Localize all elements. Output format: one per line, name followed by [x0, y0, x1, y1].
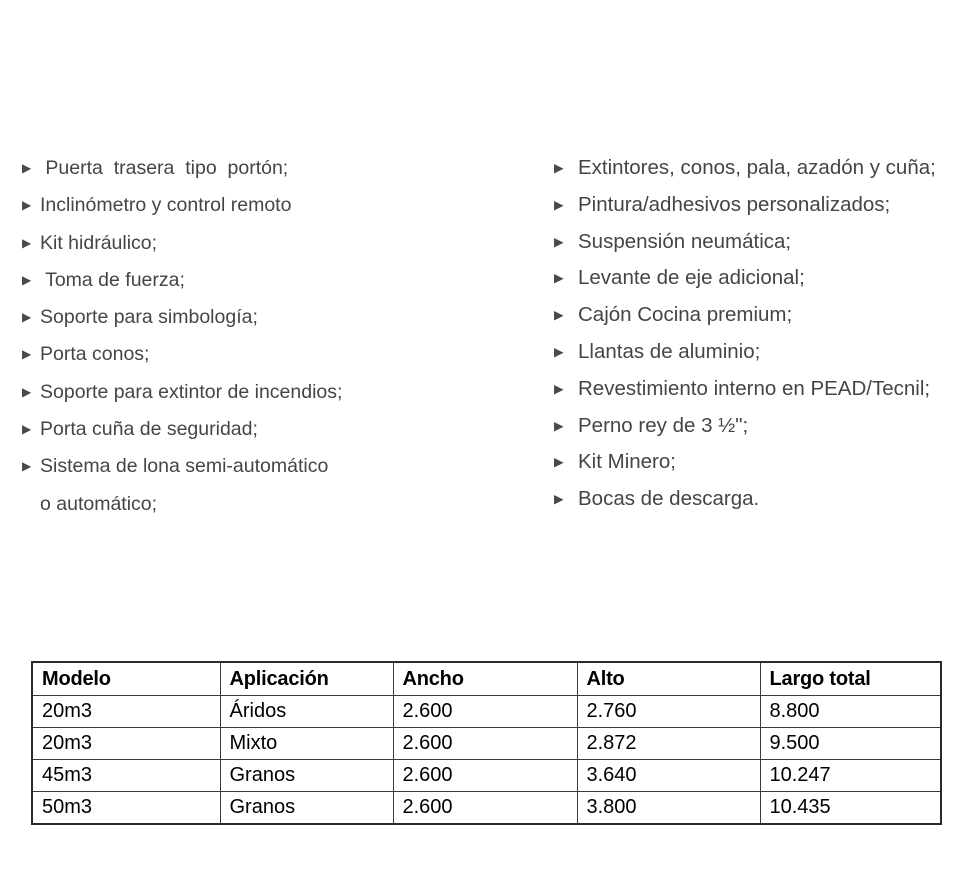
list-item: ▶ Sistema de lona semi-automático o automá… — [18, 448, 518, 523]
list-item-label: Porta conos; — [40, 343, 150, 366]
triangle-bullet-icon: ▶ — [554, 234, 564, 249]
triangle-bullet-icon: ▶ — [22, 459, 32, 474]
spec-table-container: Modelo Aplicación Ancho Alto Largo total 20m… — [31, 661, 942, 825]
spec-table-cell: 2.872 — [576, 727, 761, 760]
list-item: ▶ Soporte para extintor de incendios; — [18, 374, 518, 411]
list-item-label: Kit Minero; — [578, 450, 676, 474]
triangle-bullet-icon: ▶ — [22, 422, 32, 437]
triangle-bullet-icon: ▶ — [22, 161, 32, 175]
list-item-label: Levante de eje adicional; — [578, 266, 805, 290]
list-item: ▶ Extintores, conos, pala, azadón y cuña; — [548, 150, 971, 187]
triangle-bullet-icon: ▶ — [554, 344, 564, 359]
list-item-label: Perno rey de 3 ½"; — [578, 413, 749, 437]
spec-table-cell: 2.600 — [392, 791, 578, 825]
triangle-bullet-icon: ▶ — [554, 197, 564, 212]
spec-table-cell: 2.600 — [392, 759, 578, 792]
triangle-bullet-icon: ▶ — [554, 271, 564, 286]
triangle-bullet-icon: ▶ — [554, 161, 564, 175]
spec-table-cell: Granos — [219, 759, 394, 792]
triangle-bullet-icon: ▶ — [554, 492, 564, 507]
table-row: 50m3 Granos 2.600 3.800 10.435 — [31, 791, 942, 825]
spec-table-cell: 20m3 — [31, 695, 221, 728]
spec-table-cell: 45m3 — [31, 759, 221, 792]
spec-table-cell: 3.800 — [576, 791, 761, 825]
list-item-label: Extintores, conos, pala, azadón y cuña; — [578, 156, 936, 179]
list-item-label: Puerta trasera tipo portón; — [40, 157, 289, 179]
list-item-label: Porta cuña de seguridad; — [40, 418, 258, 441]
list-item: ▶ Porta cuña de seguridad; — [18, 411, 518, 448]
spec-table-header-cell: Alto — [576, 661, 761, 696]
spec-table-header-cell: Aplicación — [219, 661, 394, 696]
list-item-label: Soporte para simbología; — [40, 306, 258, 329]
spec-table-cell: 2.600 — [392, 695, 578, 728]
list-item-label: Suspensión neumática; — [578, 229, 792, 253]
list-item: ▶ Puerta trasera tipo portón; — [18, 150, 518, 187]
list-item: ▶ Soporte para simbología; — [18, 299, 518, 336]
feature-list-left: ▶ Puerta trasera tipo portón; ▶ Inclinómet… — [18, 150, 518, 523]
list-item: ▶ Levante de eje adicional; — [548, 260, 971, 297]
triangle-bullet-icon: ▶ — [22, 384, 32, 399]
list-item-label: Revestimiento interno en PEAD/Tecnil; — [578, 376, 931, 400]
spec-table-header-row: Modelo Aplicación Ancho Alto Largo total — [31, 661, 942, 696]
list-item: ▶ Suspensión neumática; — [548, 224, 971, 261]
list-item: ▶ Bocas de descarga. — [548, 481, 971, 518]
list-item-label: Llantas de aluminio; — [578, 339, 761, 363]
table-row: 20m3 Mixto 2.600 2.872 9.500 — [31, 727, 942, 760]
triangle-bullet-icon: ▶ — [22, 198, 32, 213]
spec-table-cell: 50m3 — [31, 791, 221, 825]
spec-table-header-cell: Modelo — [31, 661, 221, 696]
list-item: ▶ Porta conos; — [18, 336, 518, 373]
spec-table-cell: 2.600 — [392, 727, 578, 760]
list-item: ▶ Toma de fuerza; — [18, 262, 518, 299]
spec-table-cell: Granos — [219, 791, 394, 825]
list-item-label: Cajón Cocina premium; — [578, 303, 793, 327]
triangle-bullet-icon: ▶ — [554, 418, 564, 433]
list-item: ▶ Revestimiento interno en PEAD/Tecnil; — [548, 371, 971, 408]
list-item: ▶ Kit Minero; — [548, 444, 971, 481]
table-row: 20m3 Áridos 2.600 2.760 8.800 — [31, 695, 942, 728]
triangle-bullet-icon: ▶ — [554, 455, 564, 470]
list-item-label: Kit hidráulico; — [40, 231, 158, 254]
list-item: ▶ Kit hidráulico; — [18, 225, 518, 262]
triangle-bullet-icon: ▶ — [22, 272, 32, 287]
triangle-bullet-icon: ▶ — [22, 235, 32, 250]
spec-table-body: 20m3 Áridos 2.600 2.760 8.800 20m3 Mixto 2.600 2… — [31, 695, 942, 825]
spec-table-head: Modelo Aplicación Ancho Alto Largo total — [31, 661, 942, 696]
feature-column-right: ▶ Extintores, conos, pala, azadón y cuña;… — [548, 150, 971, 518]
spec-table-cell: 8.800 — [759, 695, 942, 728]
triangle-bullet-icon: ▶ — [22, 310, 32, 325]
spec-table-cell: Mixto — [219, 727, 394, 760]
spec-table-cell: Áridos — [219, 695, 394, 728]
feature-list-right: ▶ Extintores, conos, pala, azadón y cuña;… — [548, 150, 971, 518]
list-item-continuation-label: o automático; — [40, 492, 158, 515]
spec-table-header-cell: Largo total — [759, 661, 942, 696]
spec-table-cell: 20m3 — [31, 727, 221, 760]
feature-column-left: ▶ Puerta trasera tipo portón; ▶ Inclinómet… — [18, 150, 518, 523]
list-item: ▶ Cajón Cocina premium; — [548, 297, 971, 334]
spec-table-cell: 2.760 — [576, 695, 761, 728]
triangle-bullet-icon: ▶ — [554, 308, 564, 323]
list-item-label: Soporte para extintor de incendios; — [40, 380, 343, 403]
spec-table-cell: 3.640 — [576, 759, 761, 792]
triangle-bullet-icon: ▶ — [554, 381, 564, 396]
spec-table-header-cell: Ancho — [392, 661, 578, 696]
list-item-label: Bocas de descarga. — [578, 487, 760, 511]
table-row: 45m3 Granos 2.600 3.640 10.247 — [31, 759, 942, 792]
list-item: ▶ Llantas de aluminio; — [548, 334, 971, 371]
list-item: ▶ Perno rey de 3 ½"; — [548, 408, 971, 445]
list-item: ▶ Pintura/adhesivos personalizados; — [548, 187, 971, 224]
triangle-bullet-icon: ▶ — [22, 347, 32, 362]
spec-table-cell: 10.435 — [759, 791, 942, 825]
list-item-label: Sistema de lona semi-automático — [40, 455, 329, 478]
spec-table-cell: 9.500 — [759, 727, 942, 760]
list-item-label: Inclinómetro y control remoto — [40, 194, 292, 217]
list-item: ▶ Inclinómetro y control remoto — [18, 187, 518, 224]
spec-table: Modelo Aplicación Ancho Alto Largo total 20m… — [31, 661, 942, 825]
list-item-label: Pintura/adhesivos personalizados; — [578, 192, 891, 216]
list-item-label: Toma de fuerza; — [40, 268, 185, 291]
spec-table-cell: 10.247 — [759, 759, 942, 792]
